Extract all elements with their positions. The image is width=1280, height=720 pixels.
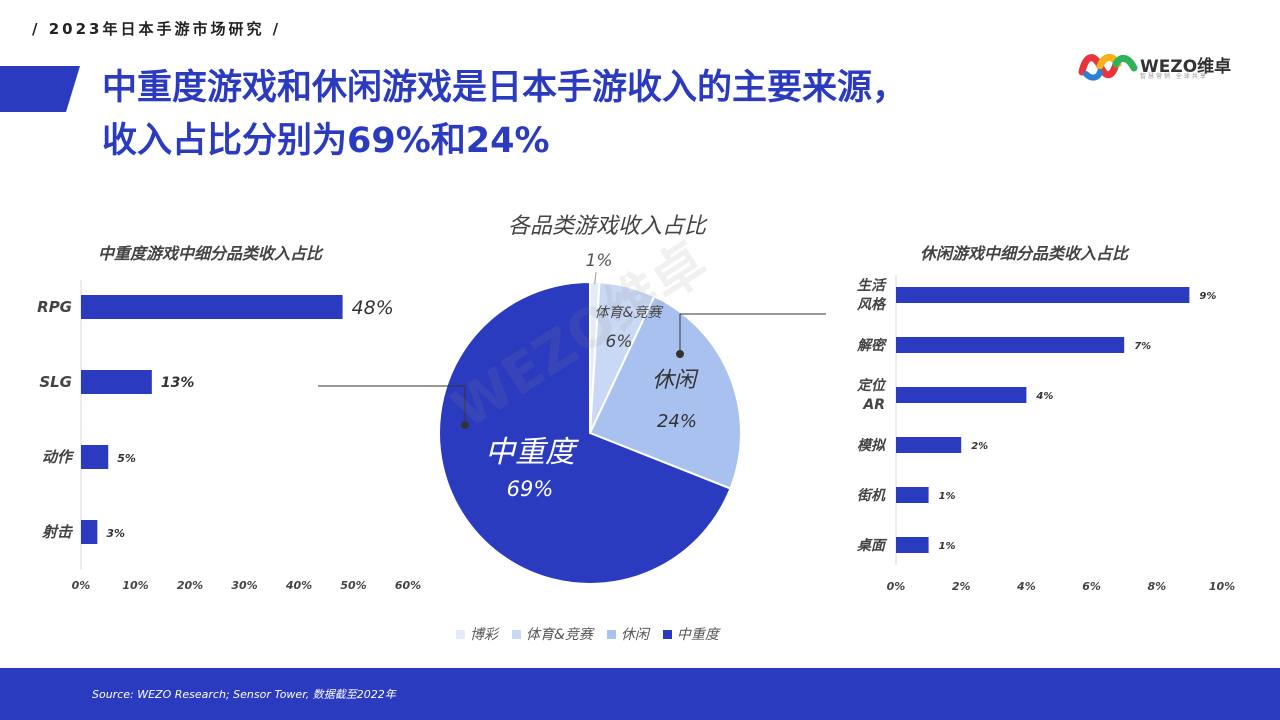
right-chart-category-label: 风格 (857, 296, 887, 313)
right-chart-category-label: AR (862, 397, 885, 413)
left-chart-tick-label: 0% (72, 579, 91, 592)
left-chart-tick-label: 40% (285, 579, 312, 592)
legend-swatch (512, 629, 521, 639)
legend-item: 体育&竞赛 (512, 624, 593, 644)
left-chart-title: 中重度游戏中细分品类收入占比 (98, 244, 323, 263)
pie-category-label: 休闲 (652, 368, 699, 393)
legend-label: 博彩 (470, 627, 498, 643)
page-title-line-2: 收入占比分别为69%和24% (102, 121, 550, 161)
left-chart-category-label: RPG (37, 298, 72, 316)
right-chart-value-label: 7% (1134, 341, 1151, 352)
legend-label: 中重度 (676, 627, 719, 643)
connector-right (679, 313, 826, 352)
pie-label-leader (594, 271, 597, 285)
right-chart-tick-label: 10% (1209, 580, 1235, 593)
legend-item: 中重度 (662, 624, 719, 644)
pie-category-label: 体育&竞赛 (595, 305, 664, 321)
pie-chart-title: 各品类游戏收入占比 (508, 214, 707, 239)
right-chart-title: 休闲游戏中细分品类收入占比 (920, 244, 1129, 263)
brand-logo-mark-icon (1078, 54, 1138, 81)
left-chart-tick-label: 50% (340, 579, 366, 592)
connector-left-dot (461, 421, 469, 429)
right-chart-tick-label: 0% (887, 580, 906, 593)
right-chart-bar (896, 537, 929, 553)
title-accent-shape (0, 66, 80, 112)
left-bar-chart: RPG 48% SLG 13% 动作 5% 射击 3% 0% 10% 20% 30% 40% 50% 60% (37, 280, 421, 592)
left-chart-bar (81, 295, 343, 319)
source-note: Source: WEZO Research; Sensor Tower, 数据截… (92, 688, 396, 701)
legend-item: 休闲 (606, 624, 649, 644)
title-accent-bar (0, 66, 80, 112)
right-chart-value-label: 9% (1199, 291, 1216, 302)
right-chart-value-label: 4% (1035, 391, 1053, 402)
right-chart-category-label: 生活 (857, 277, 887, 294)
connector-right-dot (676, 350, 684, 358)
right-chart-tick-label: 6% (1082, 580, 1101, 593)
right-chart-category-label: 街机 (857, 487, 886, 504)
pie-value-label: 1% (586, 251, 613, 271)
right-chart-bar (896, 337, 1125, 353)
connector-left (318, 385, 466, 423)
left-chart-category-label: 动作 (42, 448, 75, 466)
left-chart-tick-label: 20% (177, 579, 203, 592)
pie-category-label: 中重度 (485, 435, 579, 470)
brand-logo-text: WEZO维卓 (1140, 57, 1232, 77)
pie-legend: 博彩 体育&竞赛 休闲 中重度 (456, 624, 719, 644)
brand-logo: WEZO维卓 智慧营销 全球共享 (1078, 48, 1232, 82)
right-chart-tick-label: 2% (952, 580, 971, 593)
left-chart-bar (81, 370, 152, 394)
pie-slice (438, 280, 732, 585)
right-chart-category-label: 定位 (856, 377, 887, 394)
right-chart-value-label: 1% (939, 541, 956, 552)
left-chart-value-label: 13% (161, 375, 195, 391)
left-chart-value-label: 5% (117, 452, 136, 465)
right-chart-category-label: 解密 (856, 337, 887, 354)
right-chart-category-label: 模拟 (857, 437, 887, 454)
legend-item: 博彩 (456, 624, 498, 644)
left-chart-bar (81, 520, 98, 544)
legend-swatch (662, 629, 672, 639)
report-series-tag: / 2023年日本手游市场研究 / (32, 20, 282, 38)
pie-value-label: 69% (507, 477, 554, 501)
right-chart-bar (896, 437, 962, 453)
brand-logo-subtext: 智慧营销 全球共享 (1140, 73, 1208, 80)
left-chart-value-label: 3% (106, 527, 125, 540)
right-chart-bar (896, 287, 1190, 303)
legend-label: 休闲 (620, 627, 649, 643)
right-chart-bar (896, 387, 1027, 403)
right-chart-tick-label: 4% (1016, 580, 1036, 593)
right-chart-value-label: 2% (971, 441, 988, 452)
left-chart-value-label: 48% (352, 297, 394, 319)
left-chart-tick-label: 60% (395, 579, 421, 592)
right-chart-category-label: 桌面 (857, 537, 888, 554)
page-title: 中重度游戏和休闲游戏是日本手游收入的主要来源， 收入占比分别为69%和24% (102, 62, 907, 168)
left-chart-tick-label: 30% (231, 579, 257, 592)
pie-value-label: 6% (606, 332, 633, 352)
left-chart-category-label: SLG (39, 373, 72, 391)
pie-value-label: 24% (657, 411, 697, 432)
left-chart-bar (81, 445, 109, 469)
right-chart-tick-label: 8% (1147, 580, 1166, 593)
left-chart-category-label: 射击 (42, 523, 74, 541)
legend-swatch (456, 629, 465, 639)
legend-label: 体育&竞赛 (526, 627, 593, 643)
footer-band: Source: WEZO Research; Sensor Tower, 数据截… (0, 668, 1280, 720)
right-chart-bar (896, 487, 929, 503)
legend-swatch (606, 629, 616, 639)
pie-chart: 1% 体育&竞赛 6% 休闲 24% 中重度 69% (438, 251, 742, 585)
right-chart-value-label: 1% (939, 491, 956, 502)
connector-lines (318, 313, 826, 429)
pie-slice (588, 295, 742, 490)
left-chart-tick-label: 10% (122, 579, 148, 592)
page-title-line-1: 中重度游戏和休闲游戏是日本手游收入的主要来源， (102, 68, 908, 108)
